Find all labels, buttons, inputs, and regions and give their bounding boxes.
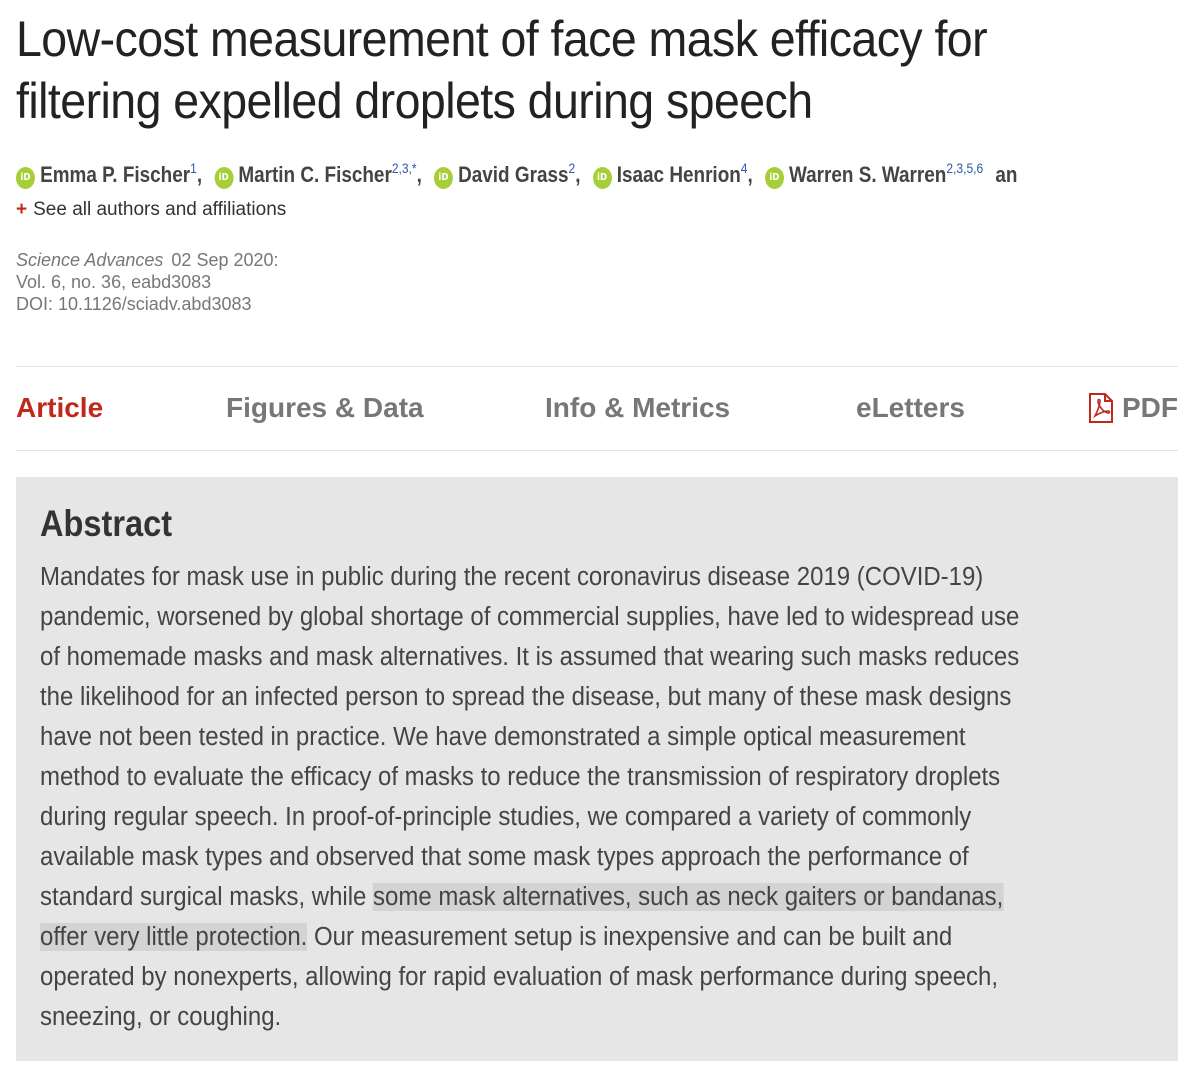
divider <box>16 450 1178 451</box>
abstract-line: Mandates for mask use in public during t… <box>40 563 984 591</box>
tab-pdf-label[interactable]: PDF <box>1122 392 1178 423</box>
pdf-icon <box>1089 393 1113 423</box>
doi: DOI: 10.1126/sciadv.abd3083 <box>16 294 252 314</box>
highlighted-text: some mask alternatives, such as neck gai… <box>373 883 1004 911</box>
abstract-line: standard surgical masks, while some mask… <box>40 877 1093 917</box>
article-title: Low-cost measurement of face mask effica… <box>16 8 1104 132</box>
author-name[interactable]: David Grass <box>458 162 569 187</box>
title-line-1: Low-cost measurement of face mask effica… <box>16 11 988 67</box>
author-name[interactable]: Emma P. Fischer <box>40 162 191 187</box>
highlighted-text: offer very little protection. <box>40 923 308 951</box>
author-affiliation[interactable]: 2,3,* <box>391 160 417 176</box>
abstract-line: offer very little protection. Our measur… <box>40 917 1093 957</box>
abstract-text-segment: standard surgical masks, while <box>40 883 374 911</box>
tab-eletters[interactable]: eLetters <box>856 392 965 423</box>
author-item[interactable]: iD Emma P. Fischer1, <box>16 160 209 189</box>
abstract-line: pandemic, worsened by global shortage of… <box>40 603 1020 631</box>
divider <box>16 366 1178 367</box>
orcid-icon[interactable]: iD <box>16 167 35 189</box>
author-name[interactable]: Isaac Henrion <box>616 162 741 187</box>
author-item[interactable]: iD Warren S. Warren2,3,5,6 <box>764 160 990 189</box>
abstract-line: operated by nonexperts, allowing for rap… <box>40 963 999 991</box>
volume-info: Vol. 6, no. 36, eabd3083 <box>16 272 212 292</box>
abstract-section: Abstract Mandates for mask use in public… <box>16 477 1178 1061</box>
plus-icon: + <box>16 199 28 220</box>
abstract-line: of homemade masks and mask alternatives.… <box>40 643 1020 671</box>
tab-info-metrics[interactable]: Info & Metrics <box>545 392 731 423</box>
title-line-2: filtering expelled droplets during speec… <box>16 73 813 129</box>
tab-figures-data[interactable]: Figures & Data <box>226 392 424 423</box>
abstract-line: available mask types and observed that s… <box>40 843 969 871</box>
orcid-icon[interactable]: iD <box>592 167 612 189</box>
abstract-line: the likelihood for an infected person to… <box>40 683 1012 711</box>
author-name[interactable]: Warren S. Warren <box>789 162 947 187</box>
journal-name: Science Advances <box>16 250 164 270</box>
orcid-icon[interactable]: iD <box>214 167 234 189</box>
see-all-authors-link[interactable]: + See all authors and affiliations <box>16 199 286 221</box>
author-list: iD Emma P. Fischer1, iD Martin C. Fischer2… <box>16 160 1018 194</box>
author-item[interactable]: iD David Grass2, <box>434 160 587 189</box>
abstract-line: sneezing, or coughing. <box>40 1003 282 1031</box>
abstract-text-segment: Our measurement setup is inexpensive and… <box>307 923 953 951</box>
abstract-line: during regular speech. In proof-of-princ… <box>40 803 972 831</box>
orcid-icon[interactable]: iD <box>434 167 453 189</box>
orcid-icon[interactable]: iD <box>764 167 784 189</box>
authors-tail[interactable]: and Eric West… <box>995 162 1018 187</box>
author-item[interactable]: iD Martin C. Fischer2,3,*, <box>214 160 429 189</box>
abstract-heading: Abstract <box>40 503 173 544</box>
tab-pdf[interactable]: PDF <box>1088 392 1178 424</box>
abstract-body: Mandates for mask use in public during t… <box>40 557 1093 1037</box>
abstract-line: method to evaluate the efficacy of masks… <box>40 763 1001 791</box>
author-affiliation[interactable]: 4 <box>740 160 748 176</box>
publication-date: 02 Sep 2020: <box>171 250 279 270</box>
citation-meta: Science Advances 02 Sep 2020: Vol. 6, no.… <box>16 249 279 315</box>
author-name[interactable]: Martin C. Fischer <box>238 162 392 187</box>
see-all-label[interactable]: See all authors and affiliations <box>33 199 287 220</box>
author-item[interactable]: iD Isaac Henrion4, <box>592 160 760 189</box>
abstract-line: have not been tested in practice. We hav… <box>40 723 966 751</box>
author-affiliation[interactable]: 2,3,5,6 <box>946 160 984 176</box>
tab-article[interactable]: Article <box>16 392 104 423</box>
